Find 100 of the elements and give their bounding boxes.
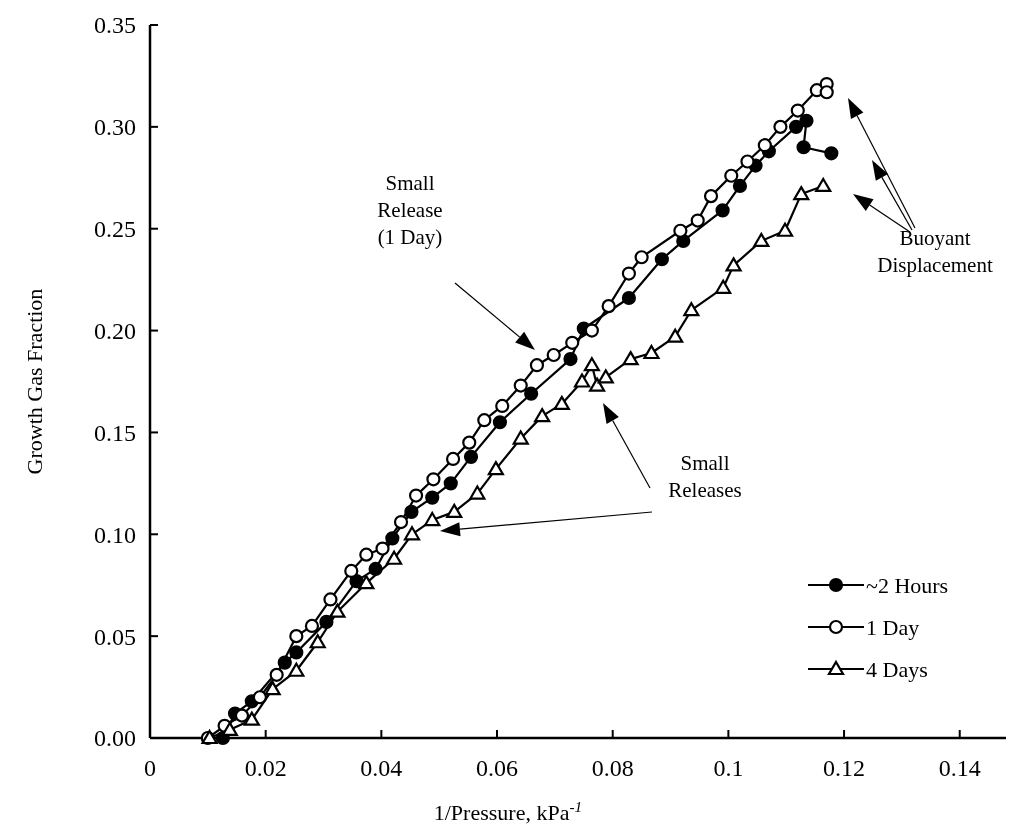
legend-label: ~2 Hours — [866, 572, 949, 598]
point — [495, 398, 510, 414]
point — [725, 257, 742, 272]
point — [819, 85, 834, 100]
y-axis-title: Growth Gas Fraction — [22, 288, 47, 475]
point — [323, 592, 338, 607]
point — [601, 299, 616, 314]
point — [715, 279, 732, 294]
point — [788, 119, 804, 134]
point — [289, 645, 304, 660]
y-tick-label: 0.35 — [94, 12, 136, 39]
point — [234, 708, 250, 723]
point — [289, 629, 304, 644]
point — [790, 103, 805, 118]
point — [469, 485, 486, 500]
point — [524, 386, 539, 401]
point — [597, 369, 614, 384]
point — [424, 511, 441, 527]
point — [584, 323, 599, 338]
point — [329, 603, 346, 618]
point — [796, 140, 811, 155]
point — [375, 541, 390, 556]
point — [288, 662, 305, 677]
point — [622, 350, 639, 366]
point — [824, 146, 839, 161]
y-tick-label: 0.25 — [94, 216, 136, 243]
point — [667, 328, 684, 343]
point — [477, 413, 492, 428]
legend-label: 1 Day — [866, 614, 920, 640]
point — [621, 290, 636, 306]
point — [753, 232, 770, 248]
point — [534, 408, 551, 423]
point — [776, 222, 794, 237]
y-tick-label: 0.05 — [94, 623, 136, 650]
x-tick-label: 0.12 — [823, 755, 866, 781]
x-tick-label: 0.08 — [591, 755, 634, 781]
point — [546, 347, 561, 363]
point — [715, 203, 730, 218]
point — [793, 185, 810, 201]
annotation: Buoyant Displacement — [877, 226, 993, 277]
point — [703, 189, 719, 204]
point — [724, 168, 739, 183]
point — [446, 503, 463, 518]
point — [462, 435, 477, 450]
point — [385, 550, 403, 565]
y-tick-label: 0.30 — [94, 114, 136, 141]
point — [243, 711, 260, 726]
point — [344, 563, 359, 579]
point — [583, 357, 600, 372]
point — [553, 395, 570, 411]
y-tick-label: 0.20 — [94, 317, 136, 344]
point — [443, 476, 458, 491]
point — [740, 154, 755, 169]
point — [463, 449, 479, 464]
point — [773, 119, 788, 134]
point — [264, 681, 281, 696]
y-tick-label: 0.10 — [94, 521, 136, 548]
point — [563, 351, 578, 367]
point — [403, 526, 421, 541]
y-tick-label: 0.00 — [94, 725, 136, 752]
x-tick-label: 0.1 — [713, 755, 744, 781]
point — [732, 178, 748, 194]
x-tick-label: 0.14 — [938, 755, 981, 781]
point — [358, 575, 375, 590]
point — [654, 252, 669, 267]
x-tick-label: 0.02 — [244, 755, 287, 781]
point — [512, 430, 529, 445]
point — [269, 667, 284, 682]
point — [621, 266, 636, 281]
point — [529, 358, 545, 373]
point — [425, 490, 440, 505]
point — [634, 250, 649, 265]
annotation: Small Release (1 Day) — [377, 171, 443, 249]
x-axis-title: 1/Pressure, kPa$^{-1}$ — [433, 797, 583, 825]
x-tick-label: 0.04 — [360, 755, 403, 781]
y-tick-label: 0.15 — [94, 419, 136, 446]
point — [683, 302, 700, 317]
point — [445, 451, 461, 467]
legend-label: 4 Days — [866, 656, 928, 682]
point — [487, 461, 504, 476]
point — [304, 618, 320, 634]
point — [426, 472, 441, 487]
point — [757, 138, 772, 153]
point — [309, 634, 326, 649]
x-tick-label: 0 — [144, 755, 156, 781]
point — [393, 514, 409, 530]
point — [690, 213, 705, 228]
annotation: Small Releases — [668, 451, 742, 502]
point — [565, 335, 580, 350]
point — [799, 113, 814, 128]
point — [643, 344, 660, 360]
x-tick-label: 0.06 — [476, 755, 519, 781]
point — [492, 415, 508, 430]
point — [408, 488, 424, 503]
point — [673, 223, 688, 238]
point — [513, 378, 528, 393]
point — [815, 177, 832, 193]
point — [573, 373, 591, 388]
point — [359, 547, 374, 562]
point — [588, 377, 606, 392]
